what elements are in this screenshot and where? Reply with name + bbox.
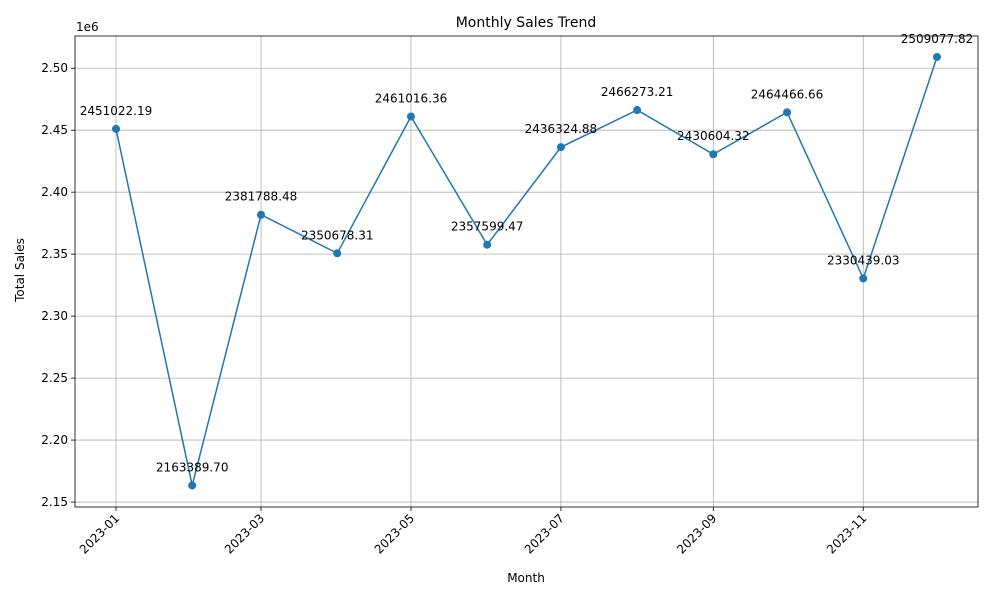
y-axis-offset-label: 1e6 — [76, 20, 99, 34]
data-point — [333, 249, 342, 258]
data-label: 2436324.88 — [525, 122, 598, 136]
data-point — [709, 150, 718, 159]
y-tick-label: 2.40 — [41, 185, 68, 199]
y-tick-label: 2.20 — [41, 433, 68, 447]
plot-frame — [74, 35, 979, 508]
data-point — [783, 108, 792, 117]
y-tick-label: 2.45 — [41, 123, 68, 137]
y-tick-label: 2.25 — [41, 371, 68, 385]
y-tick-label: 2.30 — [41, 309, 68, 323]
y-axis-label: Total Sales — [13, 238, 27, 303]
y-tick-label: 2.35 — [41, 247, 68, 261]
data-labels-layer: 2451022.19 2163389.70 2381788.48 2350678.31… — [80, 32, 974, 474]
data-point — [257, 210, 266, 219]
data-label: 2509077.82 — [901, 32, 974, 46]
series-layer — [112, 52, 941, 490]
data-point — [556, 143, 565, 152]
y-tick-label: 2.50 — [41, 61, 68, 75]
data-point — [859, 274, 868, 283]
data-label: 2330439.03 — [827, 253, 900, 267]
data-point — [483, 240, 492, 249]
data-label: 2451022.19 — [80, 104, 153, 118]
data-point — [406, 112, 415, 121]
data-label: 2357599.47 — [451, 220, 524, 234]
chart-title: Monthly Sales Trend — [456, 15, 597, 31]
data-label: 2350678.31 — [301, 228, 374, 242]
data-point — [633, 106, 642, 115]
data-label: 2163389.70 — [156, 460, 229, 474]
x-axis-label: Month — [507, 571, 545, 585]
data-point — [112, 124, 120, 133]
y-tick-label: 2.15 — [41, 495, 68, 509]
grid-layer — [75, 36, 978, 507]
data-point — [933, 52, 941, 61]
series-line — [115, 56, 938, 486]
data-label: 2381788.48 — [225, 190, 298, 204]
data-label: 2430604.32 — [677, 129, 750, 143]
data-label: 2461016.36 — [375, 92, 448, 106]
data-point — [188, 481, 197, 490]
data-label: 2466273.21 — [601, 85, 674, 99]
data-label: 2464466.66 — [751, 87, 824, 101]
